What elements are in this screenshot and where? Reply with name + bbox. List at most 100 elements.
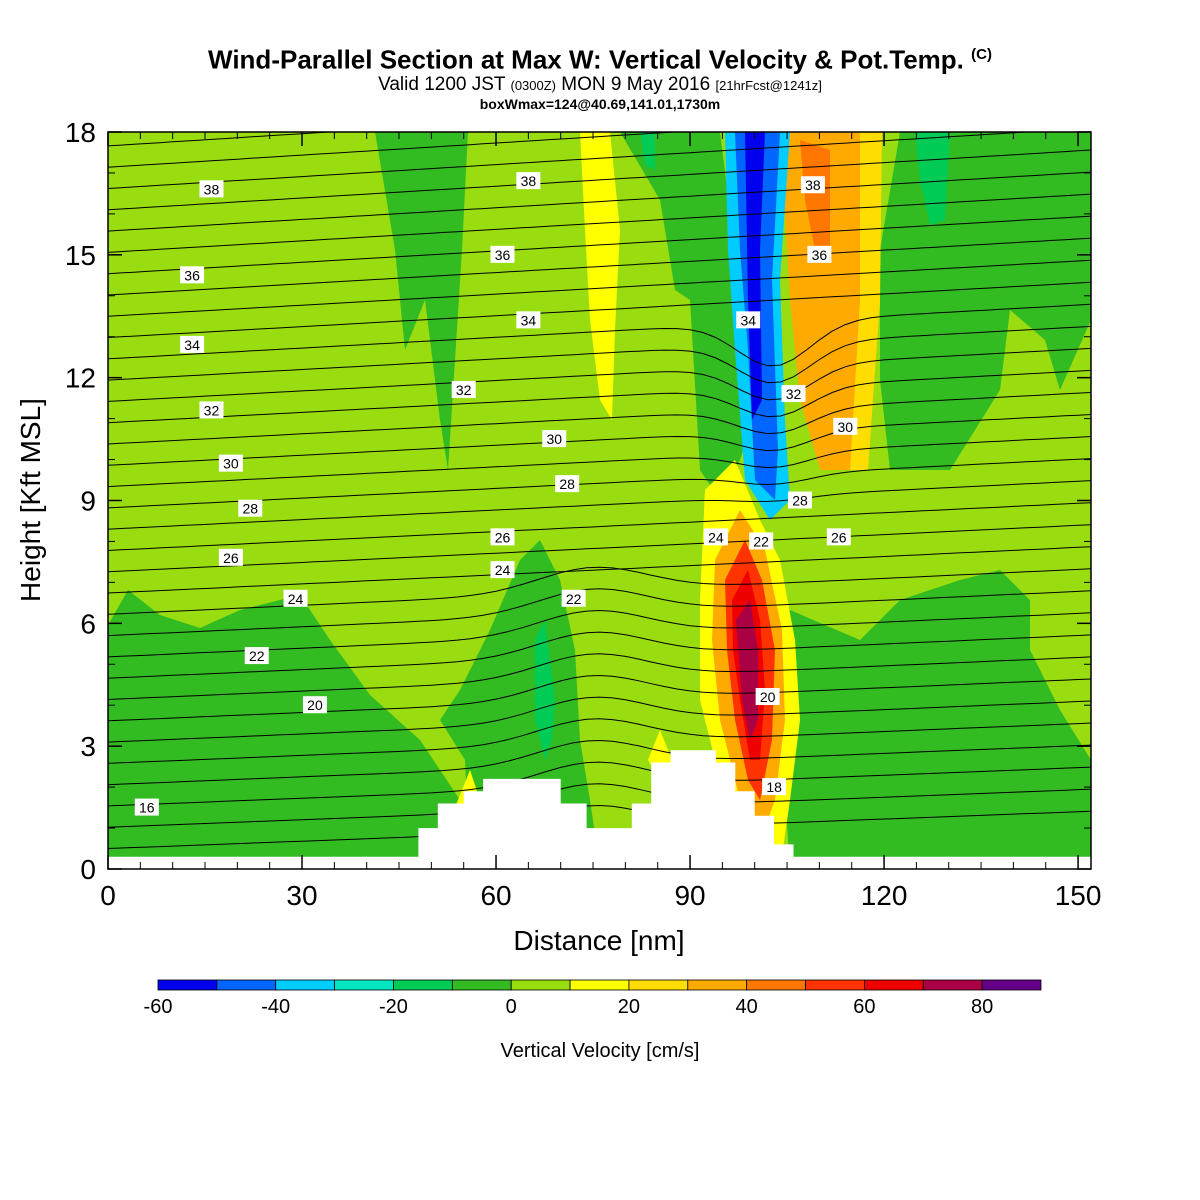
- theta-label: 36: [180, 266, 205, 284]
- theta-contour-line: [108, 761, 1091, 807]
- theta-label-box: [283, 589, 308, 607]
- theta-label-text: 36: [495, 247, 511, 263]
- theta-label: 30: [218, 454, 243, 472]
- theta-label-text: 24: [708, 529, 724, 545]
- theta-label-box: [762, 778, 787, 796]
- theta-label-text: 34: [740, 312, 756, 328]
- theta-label-box: [238, 499, 263, 517]
- theta-label-text: 30: [837, 419, 853, 435]
- colorbar-tick-label: 80: [971, 996, 993, 1018]
- theta-label: 30: [833, 417, 858, 435]
- valid-date: MON 9 May 2016: [561, 73, 711, 95]
- chart-title-main: Wind-Parallel Section at Max W: Vertical…: [208, 44, 964, 75]
- theta-label: 28: [238, 499, 263, 517]
- theta-contour-line: [108, 783, 1091, 828]
- potential-temperature-contours: [108, 132, 1091, 849]
- theta-contour-line: [108, 325, 1091, 384]
- theta-label: 24: [490, 561, 515, 579]
- theta-label-text: 24: [495, 562, 511, 578]
- theta-label-box: [490, 561, 515, 579]
- theta-label-text: 24: [288, 591, 304, 607]
- theta-label: 38: [800, 176, 825, 194]
- theta-label-box: [302, 696, 327, 714]
- theta-label: 36: [807, 245, 832, 263]
- theta-contour-line: [108, 502, 1091, 551]
- theta-label: 18: [762, 778, 787, 796]
- theta-label-text: 36: [184, 267, 200, 283]
- theta-label-text: 20: [307, 697, 323, 713]
- theta-label: 34: [180, 335, 205, 353]
- theta-label-text: 36: [812, 247, 828, 263]
- band-descent-teal-right: [915, 132, 950, 225]
- theta-contour-line: [108, 653, 1091, 700]
- theta-label-text: 34: [521, 312, 537, 328]
- plot-area: 38 38 38 36 36 36 34 34 34 32 32 32 30 30 30 28 28 28 26 26…: [108, 132, 1091, 869]
- forecast-info: [21hrFcst@1241z]: [715, 77, 822, 93]
- band-weak-descent-right: [760, 570, 1091, 869]
- theta-label: 26: [218, 548, 243, 566]
- theta-label: 20: [302, 696, 327, 714]
- y-tick-label: 18: [65, 117, 96, 148]
- colorbar-tick-label: 40: [736, 996, 758, 1018]
- theta-contour-line: [108, 392, 1091, 445]
- theta-label-box: [218, 548, 243, 566]
- theta-label-text: 26: [831, 529, 847, 545]
- colorbar-title: Vertical Velocity [cm/s]: [501, 1040, 700, 1062]
- theta-contour-line: [108, 696, 1091, 743]
- theta-label-box: [451, 380, 476, 398]
- x-axis-title: Distance [nm]: [513, 925, 684, 956]
- theta-label-box: [199, 401, 224, 419]
- theta-label-text: 30: [546, 431, 562, 447]
- y-axis-title: Height [Kft MSL]: [15, 398, 46, 602]
- theta-label-box: [180, 266, 205, 284]
- colorbar-segment: [510, 979, 571, 991]
- theta-label-text: 34: [184, 337, 200, 353]
- theta-label-box: [787, 491, 812, 509]
- colorbar-segment: [393, 979, 453, 991]
- theta-label: 22: [561, 589, 586, 607]
- theta-label-text: 20: [760, 689, 776, 705]
- theta-contour-line: [108, 259, 1091, 317]
- theta-label: 24: [283, 589, 308, 607]
- theta-label: 22: [244, 647, 269, 665]
- theta-label-text: 38: [204, 181, 220, 197]
- theta-contour-line: [108, 436, 1091, 488]
- theta-label-box: [542, 430, 567, 448]
- theta-contour-line: [108, 215, 1091, 275]
- theta-label: 20: [755, 688, 780, 706]
- colorbar-segment: [334, 979, 394, 991]
- theta-label-box: [180, 335, 205, 353]
- theta-label: 28: [787, 491, 812, 509]
- x-tick-label: 90: [674, 880, 705, 911]
- theta-contour-line: [108, 132, 1035, 189]
- theta-label: 32: [451, 380, 476, 398]
- band-weak-descent-upper-left: [375, 132, 468, 470]
- theta-label-box: [781, 385, 806, 403]
- theta-label-text: 30: [223, 456, 239, 472]
- theta-label-text: 32: [786, 386, 802, 402]
- band-weak-descent-mid-upper: [620, 132, 760, 500]
- theta-label: 38: [516, 172, 541, 190]
- y-tick-label: 6: [80, 608, 96, 639]
- theta-label-text: 32: [456, 382, 472, 398]
- theta-label-box: [749, 532, 774, 550]
- band-descent-deep-core: [745, 132, 765, 420]
- theta-label: 32: [781, 385, 806, 403]
- colorbar-segment: [451, 979, 512, 991]
- x-tick-label: 30: [286, 880, 317, 911]
- theta-label-text: 16: [139, 800, 155, 816]
- band-descent-teal-strip: [535, 620, 555, 760]
- theta-label: 28: [555, 475, 580, 493]
- theta-label-box: [826, 528, 851, 546]
- colorbar-segment: [687, 979, 748, 991]
- theta-label: 36: [490, 245, 515, 263]
- theta-label-text: 38: [521, 173, 537, 189]
- colorbar-segment: [569, 979, 630, 991]
- colorbar-tick-label: 0: [506, 996, 517, 1018]
- x-tick-label: 120: [861, 880, 908, 911]
- theta-label: 16: [134, 798, 159, 816]
- y-tick-label: 3: [80, 731, 96, 762]
- theta-contour-line: [108, 739, 1091, 786]
- x-axis-ticks: 0 30 60 90 120 150: [100, 132, 1101, 911]
- colorbar-tick-label: -20: [379, 996, 408, 1018]
